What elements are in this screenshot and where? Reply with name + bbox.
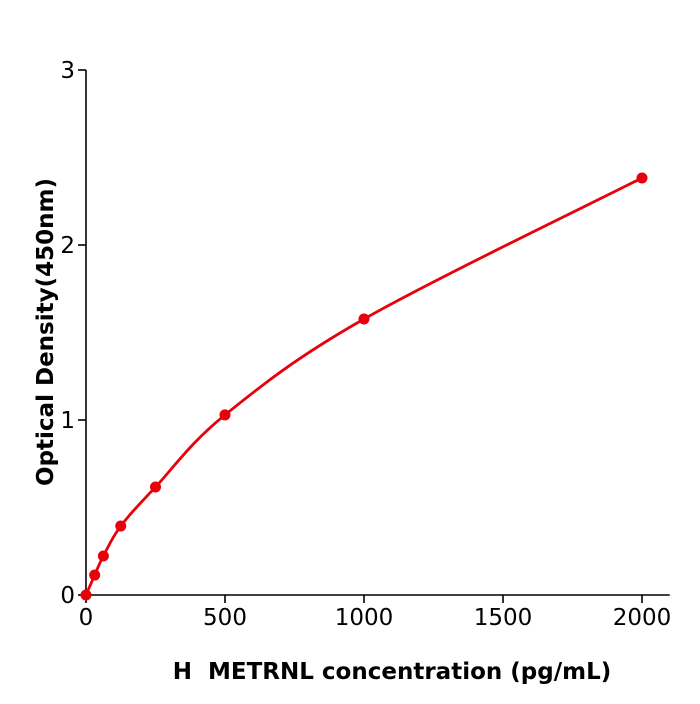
data-point [150,481,161,493]
data-point [358,313,370,325]
y-tick-label: 2 [60,233,75,259]
x-axis-label: H METRNL concentration (pg/mL) [173,659,611,685]
x-tick-label: 500 [203,605,247,631]
y-tick-label: 1 [60,408,75,434]
y-axis-label: Optical Density(450nm) [33,178,59,486]
data-point [89,569,101,581]
data-point [636,172,648,184]
data-point [97,550,109,562]
y-tick-label: 3 [60,58,75,84]
axes: 0 1 2 3 0 500 1000 1500 2000 [60,58,671,631]
x-tick-label: 2000 [613,605,672,631]
data-point [219,409,231,421]
fit-curve [84,176,643,596]
x-tick-label: 1500 [474,605,533,631]
data-point [80,589,92,601]
x-tick-label: 1000 [335,605,394,631]
data-point [115,520,127,532]
plot-area [80,172,648,601]
y-tick-label: 0 [60,583,75,609]
x-tick-label: 0 [79,605,94,631]
